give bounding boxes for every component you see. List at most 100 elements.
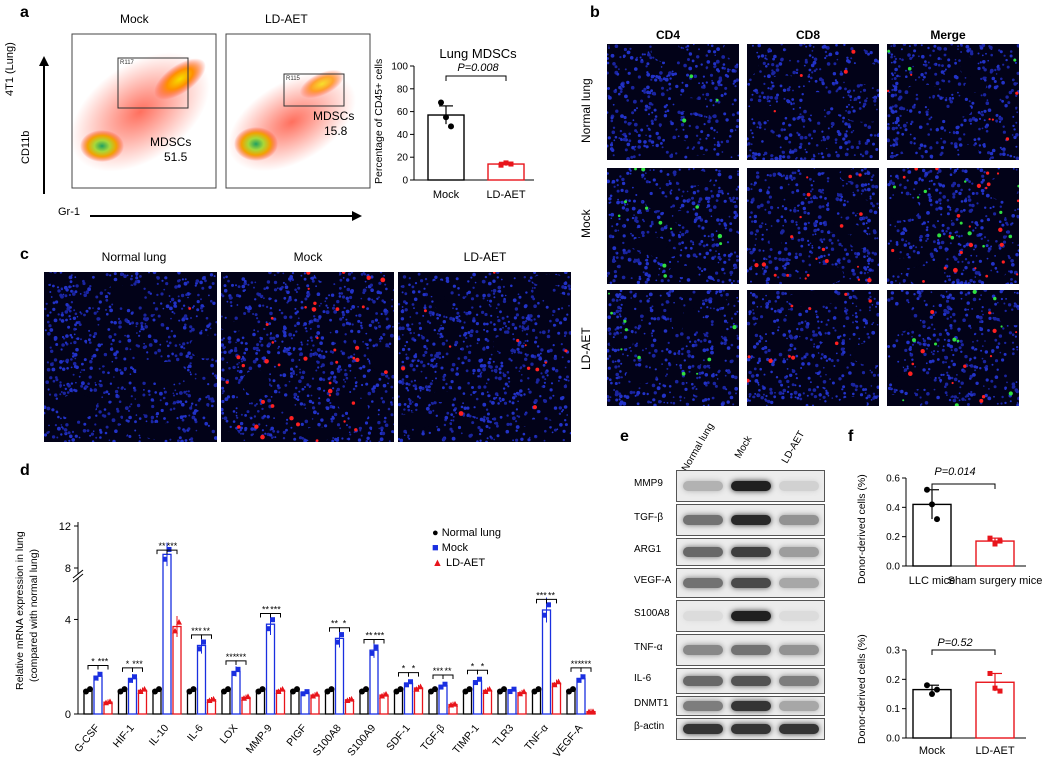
b-row-normal: Normal lung	[579, 78, 593, 143]
bar	[265, 623, 276, 715]
gene-label: VEGF-A	[551, 722, 585, 760]
y-tick-label: 60	[397, 107, 409, 118]
data-point	[987, 535, 993, 541]
data-point	[210, 695, 217, 702]
category-label: LLC mice	[909, 575, 955, 587]
significance-stars: ***	[98, 657, 109, 667]
if-tile-c-normal	[44, 272, 217, 442]
y-tick-label: 0.0	[886, 734, 900, 745]
mdsc-chart-pvalue: P=0.008	[457, 62, 499, 74]
y-tick-label: 0.4	[886, 503, 900, 514]
data-point	[408, 679, 413, 685]
data-point	[397, 686, 404, 693]
blot-label: VEGF-A	[634, 575, 672, 586]
bar	[541, 609, 552, 715]
data-point	[452, 700, 458, 707]
y-tick-label: 0.2	[886, 532, 900, 543]
blot-band	[731, 481, 771, 491]
data-point	[466, 686, 473, 693]
data-point	[580, 674, 586, 680]
if-tile-ldaet-merge	[887, 290, 1019, 406]
significance-stars: *	[91, 657, 95, 667]
blot-band	[683, 676, 723, 686]
data-point	[438, 99, 444, 106]
flow-ldaet-gate-value: 15.8	[324, 124, 348, 138]
data-point	[448, 123, 454, 130]
data-point	[259, 686, 266, 693]
significance-stars: ***	[270, 605, 281, 615]
blot-band	[731, 547, 771, 557]
significance-bracket	[132, 667, 143, 672]
gene-label: S100A9	[345, 722, 378, 758]
significance-bracket	[546, 598, 557, 604]
category-label: Mock	[919, 745, 946, 757]
significance-stars: *	[126, 659, 130, 669]
data-point	[156, 686, 162, 693]
blot-band	[731, 645, 771, 655]
bar	[403, 682, 414, 715]
mdsc-chart-ylabel: Percentage of CD45+ cells	[373, 58, 385, 184]
donor-bottom-bar-chart: 0.0 0.1 0.2 0.3 Mock LD-AET	[886, 646, 1026, 757]
blot-label: TGF-β	[634, 512, 664, 523]
data-point	[535, 686, 542, 693]
gene-label: LOX	[218, 722, 241, 746]
data-point	[929, 501, 935, 508]
blot-band	[683, 645, 723, 655]
data-point	[498, 162, 504, 168]
legend-normal: ● Normal lung	[432, 527, 502, 539]
data-point	[438, 684, 444, 690]
panel-label-d: d	[20, 462, 30, 479]
significance-bracket	[201, 634, 212, 639]
if-tile-normal-merge	[887, 44, 1019, 160]
data-point	[241, 695, 247, 701]
data-point	[404, 682, 409, 688]
significance-stars: ***	[581, 659, 592, 669]
data-point	[517, 690, 523, 697]
data-point	[128, 677, 133, 683]
blot-band	[731, 611, 771, 621]
blot-band	[779, 676, 819, 686]
gene-label: IL-6	[185, 722, 206, 744]
significance-bracket	[408, 672, 419, 677]
blot-band	[683, 578, 723, 588]
data-point	[383, 690, 389, 697]
category-label: LD-AET	[975, 745, 1014, 757]
if-tile-ldaet-cd8	[747, 290, 879, 406]
bar	[127, 677, 138, 715]
bar	[413, 687, 424, 715]
flow-ldaet-gate-label: MDSCs	[313, 109, 355, 123]
significance-stars: **	[365, 631, 373, 641]
blot-band	[731, 578, 771, 588]
gene-label: MMP-9	[244, 722, 275, 756]
flow-mock-gate-value: 51.5	[164, 150, 188, 164]
flow-ldaet-title: LD-AET	[265, 12, 308, 26]
blot-strip	[676, 568, 825, 598]
data-point	[339, 632, 344, 638]
data-point	[201, 639, 206, 645]
gene-label: TGF-β	[418, 722, 447, 753]
bar	[172, 625, 182, 715]
data-point	[266, 626, 271, 632]
panel-label-b: b	[590, 4, 600, 21]
panel-label-a: a	[20, 4, 29, 21]
if-tile-ldaet-cd4	[607, 290, 739, 406]
legend-mock-label: Mock	[441, 542, 468, 554]
legend-ldaet: ▲ LD-AET	[432, 557, 486, 569]
data-point	[442, 681, 448, 687]
bar	[576, 677, 586, 715]
data-point	[97, 671, 103, 677]
lane-normal: Normal lung	[680, 421, 717, 474]
gene-label: HIF-1	[111, 722, 137, 750]
blot-band	[683, 611, 723, 621]
data-point	[328, 686, 335, 693]
significance-bracket	[931, 649, 996, 655]
data-point	[294, 686, 300, 693]
blot-band	[683, 515, 723, 525]
donor-top-pvalue: P=0.014	[934, 466, 976, 478]
blot-band	[779, 515, 819, 525]
data-point	[934, 686, 940, 693]
significance-stars: *	[412, 664, 416, 674]
y-tick-label: 12	[59, 521, 71, 533]
blot-band	[779, 611, 819, 621]
